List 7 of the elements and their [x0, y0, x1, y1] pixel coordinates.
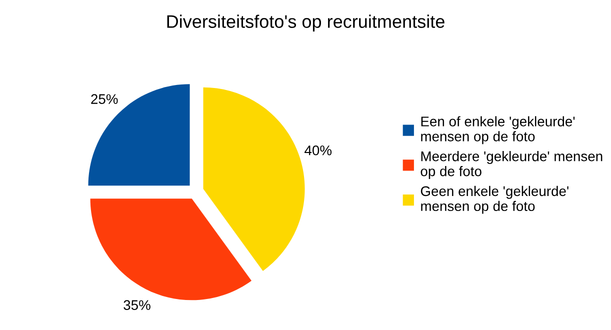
data-label: 25% — [91, 94, 118, 104]
chart-title: Diversiteitsfoto's op recruitmentsite — [167, 14, 444, 32]
legend-label: Meerdere 'gekleurde' mensen op de foto — [420, 151, 602, 179]
data-label: 40% — [304, 145, 332, 156]
legend-label: Geen enkele 'gekleurde' mensen op de foto — [420, 186, 568, 214]
legend-label: Een of enkele 'gekleurde' mensen op de foto — [421, 116, 575, 144]
data-label: 35% — [124, 300, 150, 310]
